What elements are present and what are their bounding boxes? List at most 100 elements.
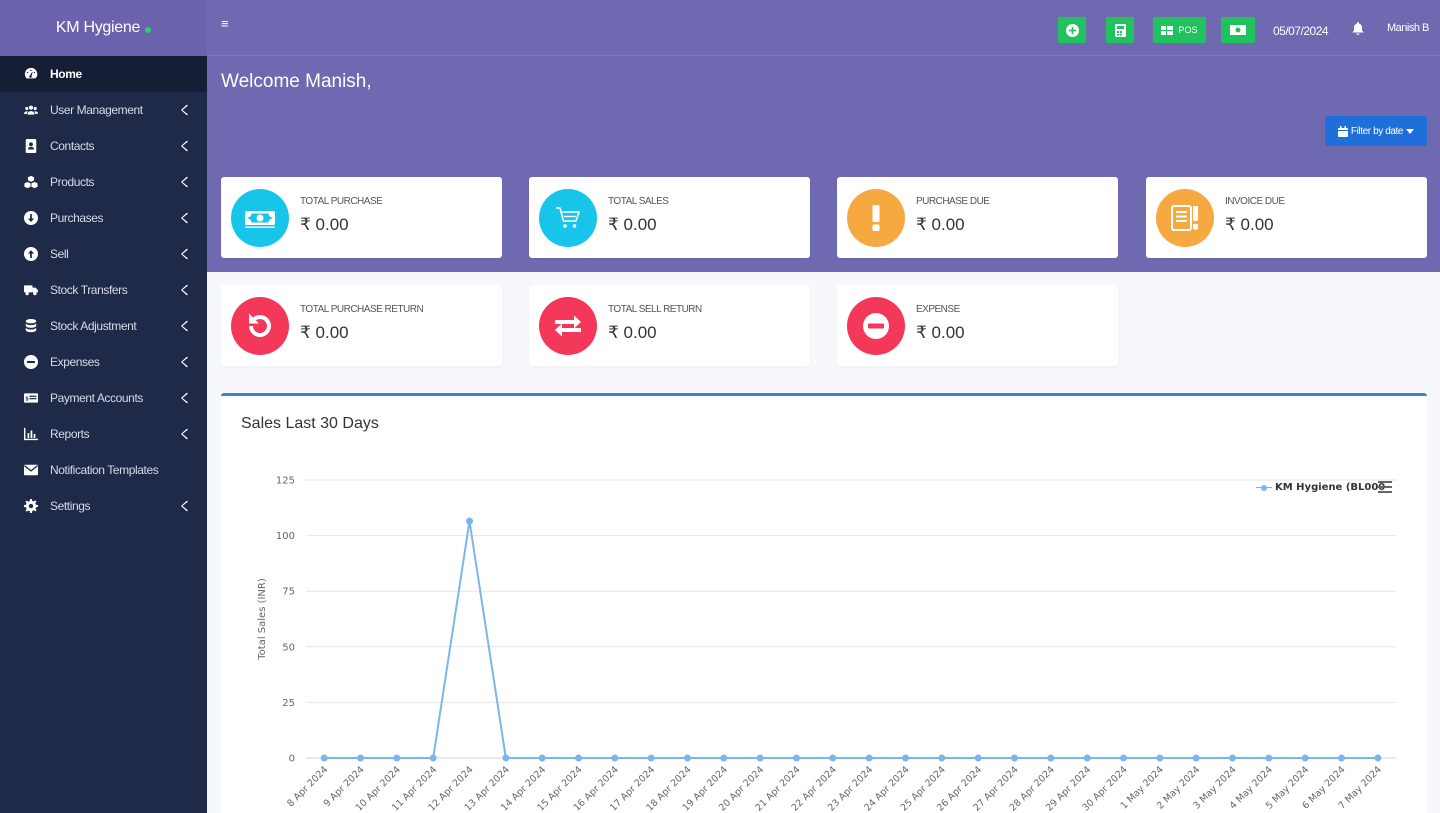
sidebar: KM Hygiene Home User Management Contacts Pr… [0,0,207,813]
data-point [1083,754,1091,762]
welcome-heading: Welcome Manish, [221,71,372,92]
y-tick-label: 75 [282,587,295,598]
online-status-dot [145,26,152,33]
sidebar-item-label: Stock Adjustment [50,319,137,333]
chart-title: Sales Last 30 Days [241,415,379,432]
calculator-icon [1114,23,1126,37]
sidebar-item-purchases[interactable]: Purchases [0,200,207,236]
sales-chart-box: Sales Last 30 Days 0 25 50 75 100 125 Total Sa… [221,393,1427,813]
sidebar-item-products[interactable]: Products [0,164,207,200]
menu-toggle-icon[interactable]: ≡ [221,16,229,31]
sidebar-item-sell[interactable]: Sell [0,236,207,272]
sidebar-item-label: Home [50,67,82,81]
stat-card-label: TOTAL PURCHASE RETURN [300,304,424,315]
sidebar-item-label: Notification Templates [50,463,159,477]
sidebar-item-label: Sell [50,247,69,261]
chevron-left-icon [181,429,189,439]
stat-card-invoice-due: INVOICE DUE ₹ 0.00 [1146,177,1427,258]
bell-icon[interactable] [1352,22,1364,35]
sidebar-item-label: Purchases [50,211,104,225]
stat-card-total-purchase-return: TOTAL PURCHASE RETURN ₹ 0.00 [221,285,502,366]
calculator-button[interactable] [1106,17,1134,43]
sidebar-item-notification-templates[interactable]: Notification Templates [0,452,207,488]
cog-icon [24,499,38,513]
users-icon [24,103,38,117]
add-button[interactable] [1058,17,1086,43]
data-point [684,754,691,762]
chevron-left-icon [181,393,189,403]
data-point [357,754,364,762]
sidebar-item-user-management[interactable]: User Management [0,92,207,128]
sidebar-item-label: Contacts [50,139,95,153]
money-check-icon: $ [24,391,38,405]
data-point [1192,754,1200,762]
y-tick-label: 100 [276,531,295,542]
data-point [1338,754,1345,762]
y-axis-title: Total Sales (INR) [257,578,268,661]
data-point [575,754,582,762]
undo-icon [231,297,289,355]
sidebar-item-payment-accounts[interactable]: $ Payment Accounts [0,380,207,416]
money-bill-icon [1230,25,1246,35]
stat-card-value: ₹ 0.00 [300,215,349,234]
stat-card-total-sales: TOTAL SALES ₹ 0.00 [529,177,810,258]
chevron-left-icon [181,357,189,367]
sidebar-item-stock-adjustment[interactable]: Stock Adjustment [0,308,207,344]
arrow-circle-down-icon [24,211,38,225]
stat-card-value: ₹ 0.00 [300,323,349,342]
filter-by-date-button[interactable]: Filter by date [1325,116,1427,146]
chart-legend-item[interactable]: KM Hygiene (BL000 [1256,482,1385,493]
sidebar-item-stock-transfers[interactable]: Stock Transfers [0,272,207,308]
sidebar-item-reports[interactable]: Reports [0,416,207,452]
svg-text:$: $ [26,396,29,402]
data-point [1229,754,1236,762]
filter-by-date-label: Filter by date [1350,125,1404,137]
chart-context-menu-icon[interactable] [1378,481,1392,493]
dashboard-icon [24,67,38,81]
y-tick-label: 125 [276,476,295,487]
envelope-icon [24,463,38,477]
data-point [393,754,401,762]
series-line [324,520,1378,759]
data-point [938,754,946,762]
stat-card-label: PURCHASE DUE [916,196,990,207]
sidebar-item-settings[interactable]: Settings [0,488,207,524]
plus-circle-icon [1065,23,1079,37]
data-point [466,517,473,525]
brand[interactable]: KM Hygiene [0,0,207,56]
pos-grid-icon [1161,25,1174,35]
legend-series-name: KM Hygiene (BL000 [1275,482,1386,493]
sidebar-item-contacts[interactable]: Contacts [0,128,207,164]
database-icon [24,319,38,333]
sidebar-item-label: Reports [50,427,90,441]
stat-card-value: ₹ 0.00 [916,215,965,234]
cubes-icon [24,175,38,189]
stat-card-label: TOTAL PURCHASE [300,196,383,207]
user-menu[interactable]: Manish B [1387,22,1429,34]
minus-circle-icon [24,355,38,369]
y-tick-label: 25 [282,698,295,709]
chevron-left-icon [181,501,189,511]
cash-register-button[interactable] [1221,17,1255,43]
arrow-circle-up-icon [24,247,38,261]
stat-card-label: EXPENSE [916,304,960,315]
sidebar-item-label: Payment Accounts [50,391,143,405]
data-point [429,754,437,762]
data-point [1047,754,1055,762]
sidebar-item-expenses[interactable]: Expenses [0,344,207,380]
sidebar-item-home[interactable]: Home [0,56,207,92]
data-point [793,754,800,762]
money-bill-icon [231,189,289,247]
pos-button[interactable]: POS [1153,17,1206,43]
minus-circle-icon [847,297,905,355]
chevron-left-icon [181,321,189,331]
stat-card-value: ₹ 0.00 [1225,215,1274,234]
calendar-icon [1337,125,1348,137]
invoice-alert-icon [1156,189,1214,247]
caret-down-icon [1406,128,1415,134]
chevron-left-icon [181,141,189,151]
data-point [974,754,982,762]
stat-card-total-purchase: TOTAL PURCHASE ₹ 0.00 [221,177,502,258]
exchange-icon [539,297,597,355]
